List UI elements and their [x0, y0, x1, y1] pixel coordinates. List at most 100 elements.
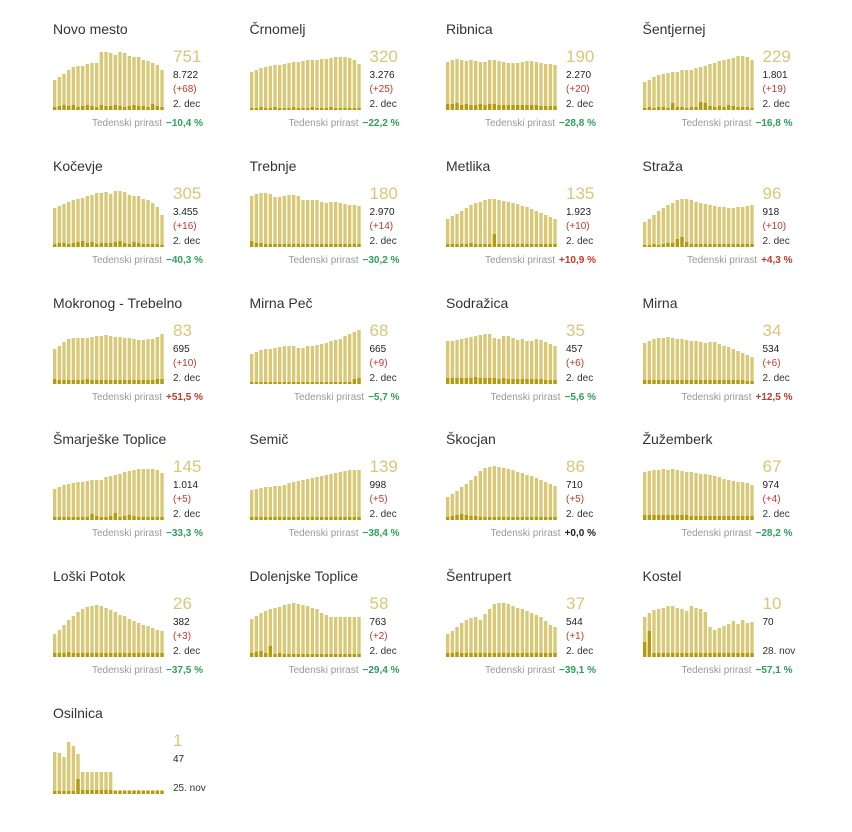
active-bar [516, 203, 520, 247]
active-bar [520, 338, 525, 384]
weekly-growth-label: Tedenski prirast [681, 528, 752, 540]
active-bar [342, 617, 347, 658]
active-bar [548, 216, 553, 247]
new-cases-bar [71, 791, 76, 794]
new-cases-bar [160, 378, 164, 384]
new-cases-bar [324, 517, 328, 521]
active-bar [506, 604, 511, 658]
municipality-name: Šmarješke Toplice [53, 431, 167, 448]
active-bar [745, 483, 749, 521]
active-bar [525, 206, 529, 247]
new-cases-bar [85, 790, 90, 794]
new-cases-bar [81, 240, 85, 247]
active-bar [525, 611, 529, 658]
new-cases-bar [277, 381, 281, 384]
new-cases-bar [726, 105, 730, 110]
new-cases-bar [277, 653, 281, 658]
new-cases-bar [474, 376, 478, 384]
new-cases-bar [95, 379, 99, 384]
new-cases-bar [155, 243, 160, 247]
weekly-growth: Tedenski prirast −38,4 % [288, 528, 399, 539]
new-cases-bar [502, 653, 506, 658]
active-bar [99, 772, 104, 794]
new-cases-bar [258, 242, 263, 247]
weekly-growth-label: Tedenski prirast [484, 254, 556, 266]
active-bar [310, 478, 314, 521]
new-cases-bar [104, 790, 108, 794]
active-bar [497, 603, 501, 658]
active-bar [651, 338, 656, 384]
municipality-name: Novo mesto [53, 21, 128, 37]
last-date: 2. dec [173, 372, 201, 384]
active-bar [146, 61, 150, 110]
last-date: 2. dec [173, 99, 201, 110]
active-bar [698, 67, 702, 110]
new-cases-bar [314, 654, 319, 658]
active-bar [693, 201, 698, 247]
total-cases: 47 [173, 754, 185, 765]
active-bar [300, 480, 305, 521]
new-cases-bar [81, 106, 85, 110]
new-cases-bar [296, 108, 300, 110]
total-cases: 3.276 [369, 70, 395, 81]
weekly-growth-value: +0,0 % [564, 528, 596, 540]
active-bar [118, 190, 122, 247]
active-bar [698, 202, 702, 247]
active-bar [160, 333, 164, 384]
new-cases-bar [352, 378, 356, 384]
new-cases-bar [286, 381, 291, 384]
active-bar [647, 218, 651, 247]
new-cases-bar [99, 242, 104, 247]
new-cases: (+10) [762, 220, 787, 232]
active-bar [460, 210, 464, 247]
weekly-growth-value: −28,2 % [755, 528, 793, 540]
active-bar [347, 617, 351, 658]
new-cases-bar [483, 517, 487, 521]
new-cases-bar [263, 653, 267, 658]
active-cases: 86 [566, 457, 585, 477]
new-cases-bar [516, 378, 520, 384]
new-cases-bar [712, 516, 716, 521]
bar-chart [642, 56, 754, 110]
active-bar [656, 609, 660, 658]
new-cases-bar [305, 108, 309, 110]
new-cases-bar [455, 652, 459, 658]
new-cases-bar [460, 243, 464, 247]
active-bar [305, 345, 309, 384]
active-bar [712, 341, 716, 384]
active-bar [483, 614, 487, 658]
new-cases-bar [123, 107, 127, 110]
active-bar [721, 626, 726, 658]
new-cases-bar [146, 517, 150, 521]
new-cases-bar [745, 516, 749, 521]
active-bar [71, 199, 76, 247]
new-cases-bar [707, 243, 712, 247]
active-bar [651, 214, 656, 247]
new-cases-bar [305, 517, 309, 521]
weekly-growth-value: −5,7 % [368, 391, 400, 403]
weekly-growth-label: Tedenski prirast [484, 665, 556, 677]
new-cases-bar [90, 379, 94, 384]
municipality-name: Škocjan [446, 431, 496, 448]
new-cases-bar [446, 104, 450, 110]
new-cases-bar [745, 107, 749, 110]
active-bar [300, 199, 305, 247]
active-bar [679, 198, 684, 247]
new-cases-bar [132, 105, 136, 110]
active-bar [740, 482, 744, 521]
new-cases-bar [740, 107, 744, 110]
active-bar [296, 195, 300, 247]
new-cases-bar [450, 516, 455, 521]
new-cases-bar [698, 102, 702, 110]
active-cases: 37 [566, 594, 585, 614]
active-bar [109, 335, 113, 384]
new-cases-bar [310, 107, 314, 110]
weekly-growth: Tedenski prirast −30,2 % [288, 255, 399, 266]
active-cases: 58 [369, 594, 389, 614]
new-cases: (+5) [369, 494, 388, 506]
new-cases-bar [684, 515, 688, 521]
new-cases-bar [291, 381, 295, 384]
active-bar [735, 206, 740, 247]
new-cases-bar [502, 377, 506, 384]
new-cases-bar [689, 107, 693, 110]
